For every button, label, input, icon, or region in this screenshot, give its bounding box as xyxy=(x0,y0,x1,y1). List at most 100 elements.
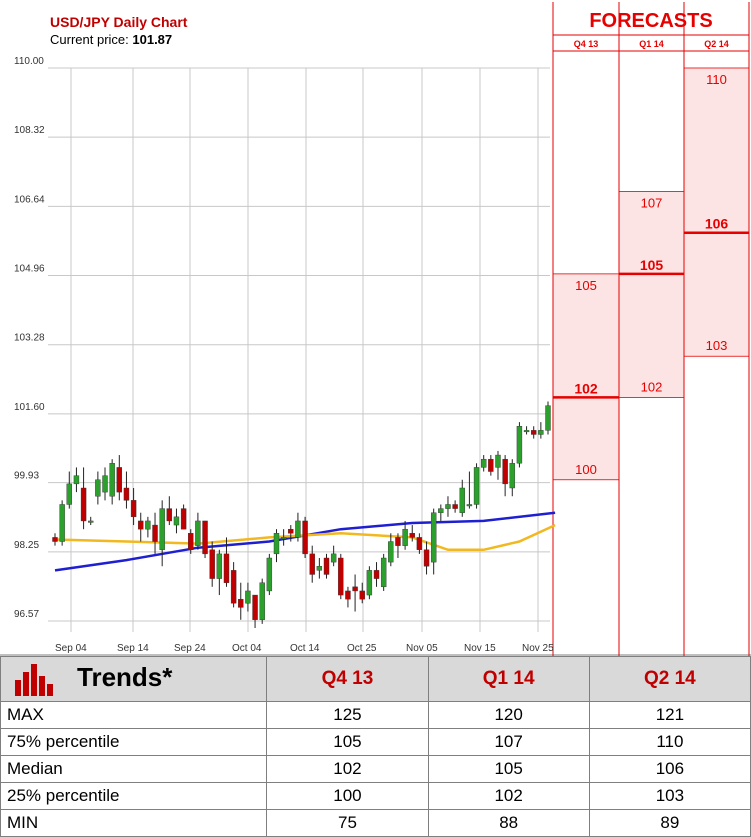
table-row: MIN 75 88 89 xyxy=(0,809,751,837)
row-label: Median xyxy=(0,755,268,783)
candle-body xyxy=(502,458,508,485)
x-tick-label: Sep 04 xyxy=(55,643,87,654)
forecast-p25-label: 103 xyxy=(706,338,728,353)
candle-body xyxy=(138,520,144,530)
forecast-band xyxy=(552,273,620,481)
row-label: 25% percentile xyxy=(0,782,268,810)
forecast-bands: 105 102 100 107 105 102 110 106 103 xyxy=(552,2,750,656)
candle-body xyxy=(245,590,251,604)
candle-body xyxy=(195,520,201,546)
forecast-p25-label: 100 xyxy=(575,462,597,477)
candle-body xyxy=(430,512,437,563)
candle-body xyxy=(52,537,58,542)
y-tick-label: 96.57 xyxy=(14,609,39,620)
chart-title: USD/JPY Daily Chart xyxy=(50,14,188,30)
y-tick-label: 106.64 xyxy=(14,194,45,205)
table-row: MAX 125 120 121 xyxy=(0,701,751,729)
candle-body xyxy=(373,570,380,579)
forecast-median-label: 105 xyxy=(640,257,664,273)
y-tick-label: 98.25 xyxy=(14,540,39,551)
table-cell: 121 xyxy=(588,701,751,729)
x-tick-label: Nov 15 xyxy=(464,643,496,654)
x-tick-label: Sep 14 xyxy=(117,643,149,654)
candle-body xyxy=(273,533,280,555)
candle-body xyxy=(288,528,294,534)
candle-body xyxy=(380,557,387,588)
row-label: 75% percentile xyxy=(0,728,268,756)
candle-body xyxy=(495,454,501,468)
candle-body xyxy=(123,487,130,501)
bar-chart-icon xyxy=(15,664,53,697)
y-tick-label: 99.93 xyxy=(14,471,39,482)
table-cell: 102 xyxy=(266,755,429,783)
forecast-column-header: Q1 14 xyxy=(639,39,664,49)
candle-body xyxy=(452,504,458,509)
candlesticks xyxy=(52,401,551,628)
trends-header-q4-13: Q4 13 xyxy=(266,656,429,702)
usdjpy-chart: 105 102 100 107 105 102 110 106 103 110.00 108.32… xyxy=(0,2,751,656)
table-row: 25% percentile 100 102 103 xyxy=(0,782,751,810)
table-cell: 105 xyxy=(266,728,429,756)
candle-body xyxy=(416,537,423,550)
forecast-header: FORECASTS Q4 13 Q1 14 Q2 14 xyxy=(574,10,729,49)
trends-header-q1-14: Q1 14 xyxy=(427,656,590,702)
candle-body xyxy=(173,516,180,526)
trends-title-cell: Trends* xyxy=(0,656,268,702)
candle-body xyxy=(259,582,265,620)
candle-body xyxy=(130,500,137,518)
current-price-value: 101.87 xyxy=(132,32,172,47)
x-tick-label: Sep 24 xyxy=(174,643,206,654)
table-cell: 110 xyxy=(588,728,751,756)
y-tick-label: 110.00 xyxy=(14,56,44,67)
table-cell: 107 xyxy=(427,728,590,756)
candle-body xyxy=(473,467,480,505)
forecast-band xyxy=(683,67,750,357)
forecast-column-header: Q2 14 xyxy=(704,39,729,49)
table-cell: 88 xyxy=(427,809,590,837)
candle-body xyxy=(159,508,165,550)
table-row: Median 102 105 106 xyxy=(0,755,751,783)
candle-body xyxy=(238,598,244,608)
candle-body xyxy=(459,487,465,513)
candle-body xyxy=(109,463,115,497)
candle-body xyxy=(488,458,494,472)
candle-body xyxy=(252,594,258,620)
x-tick-label: Oct 25 xyxy=(347,643,377,654)
candle-body xyxy=(359,590,365,600)
forecast-band xyxy=(618,191,685,398)
table-cell: 125 xyxy=(266,701,429,729)
candle-body xyxy=(202,520,208,555)
candle-body xyxy=(145,520,151,530)
forecast-column-header: Q4 13 xyxy=(574,39,599,49)
table-cell: 89 xyxy=(588,809,751,837)
current-price: Current price: 101.87 xyxy=(50,32,172,47)
trends-header-row: Trends* Q4 13 Q1 14 Q2 14 xyxy=(0,656,751,702)
x-tick-label: Nov 25 xyxy=(522,643,554,654)
forecast-p75-label: 107 xyxy=(641,196,663,211)
candle-body xyxy=(80,487,87,522)
candle-body xyxy=(388,541,394,563)
table-cell: 100 xyxy=(266,782,429,810)
candle-body xyxy=(423,549,430,567)
candle-body xyxy=(316,566,323,571)
candle-body xyxy=(509,463,515,489)
y-tick-label: 108.32 xyxy=(14,125,45,136)
candle-body xyxy=(330,553,337,563)
row-label: MIN xyxy=(0,809,268,837)
candle-body xyxy=(59,504,65,542)
forecasts-title: FORECASTS xyxy=(589,10,712,32)
row-label: MAX xyxy=(0,701,268,729)
table-cell: 120 xyxy=(427,701,590,729)
y-axis-labels: 110.00 108.32 106.64 104.96 103.28 101.60 99.9… xyxy=(14,56,45,620)
candle-body xyxy=(531,430,537,435)
candle-body xyxy=(116,467,123,493)
candle-body xyxy=(302,520,308,555)
x-tick-label: Oct 14 xyxy=(290,643,320,654)
forecast-median-label: 106 xyxy=(705,216,729,232)
forecast-p25-label: 102 xyxy=(641,379,663,394)
table-cell: 103 xyxy=(588,782,751,810)
trends-title: Trends* xyxy=(77,661,173,692)
trends-header-q2-14: Q2 14 xyxy=(588,656,751,702)
y-tick-label: 101.60 xyxy=(14,402,45,413)
candle-body xyxy=(402,528,408,546)
